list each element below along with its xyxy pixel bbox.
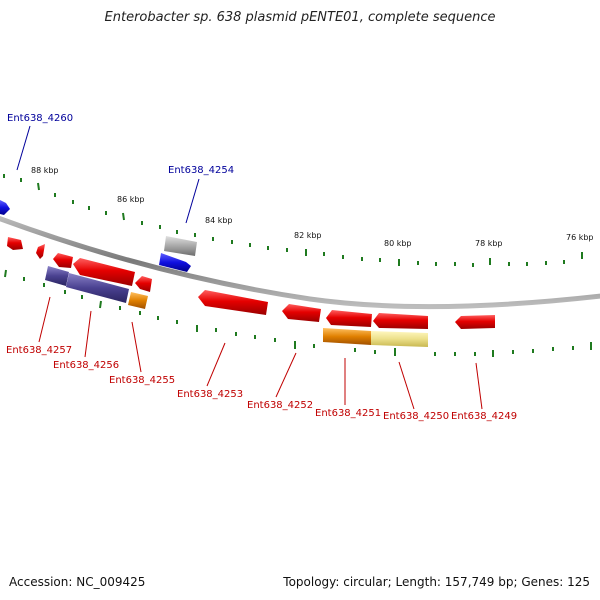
- outer-tick-ring: [3, 174, 583, 267]
- cds-red-a[interactable]: [53, 253, 73, 268]
- gene-label-ent638-4249[interactable]: Ent638_4249: [451, 411, 517, 422]
- forward-strand-features[interactable]: [0, 200, 197, 272]
- gene-label-ent638-4253[interactable]: Ent638_4253: [177, 389, 243, 400]
- cds-Ent638_4249[interactable]: [455, 315, 495, 329]
- accession-text: Accession: NC_009425: [9, 575, 146, 589]
- gene-label-ent638-4260[interactable]: Ent638_4260: [7, 113, 73, 124]
- cds-Ent638_4250[interactable]: [371, 331, 428, 347]
- cds-red-b[interactable]: [73, 258, 135, 286]
- scale-label-88: 88 kbp: [31, 166, 59, 175]
- gene-label-ent638-4254[interactable]: Ent638_4254: [168, 165, 234, 176]
- plasmid-backbone: [0, 216, 600, 310]
- topology-summary: Topology: circular; Length: 157,749 bp; …: [283, 575, 590, 589]
- cds-gray-forward[interactable]: [164, 236, 197, 256]
- reverse-strand-features[interactable]: [7, 237, 495, 347]
- scale-label-76: 76 kbp: [566, 233, 594, 242]
- gene-label-ent638-4252[interactable]: Ent638_4252: [247, 400, 313, 411]
- cds-small-red-1[interactable]: [7, 237, 23, 250]
- cds-red-d[interactable]: [326, 310, 372, 327]
- cds-red-e[interactable]: [373, 313, 428, 329]
- map-title: Enterobacter sp. 638 plasmid pENTE01, co…: [104, 10, 496, 25]
- gene-label-ent638-4250[interactable]: Ent638_4250: [383, 411, 449, 422]
- cds-Ent638_4257[interactable]: [45, 266, 69, 286]
- gene-labels: Ent638_4260 Ent638_4254 Ent638_4257 Ent6…: [6, 113, 517, 422]
- cds-Ent638_4252[interactable]: [282, 304, 321, 322]
- gene-label-ent638-4255[interactable]: Ent638_4255: [109, 375, 175, 386]
- cds-small-red-2[interactable]: [36, 244, 45, 259]
- scale-label-84: 84 kbp: [205, 216, 233, 225]
- scale-label-82: 82 kbp: [294, 231, 322, 240]
- gene-label-ent638-4257[interactable]: Ent638_4257: [6, 345, 72, 356]
- gene-label-ent638-4256[interactable]: Ent638_4256: [53, 360, 119, 371]
- scale-label-78: 78 kbp: [475, 239, 503, 248]
- cds-Ent638_4260[interactable]: [0, 200, 10, 215]
- cds-Ent638_4255[interactable]: [128, 292, 148, 309]
- scale-label-80: 80 kbp: [384, 239, 412, 248]
- inner-tick-ring: [4, 269, 592, 357]
- scale-labels: 88 kbp 86 kbp 84 kbp 82 kbp 80 kbp 78 kb…: [31, 166, 594, 248]
- cds-Ent638_4251[interactable]: [323, 328, 371, 345]
- gene-label-ent638-4251[interactable]: Ent638_4251: [315, 408, 381, 419]
- scale-label-86: 86 kbp: [117, 195, 145, 204]
- cds-Ent638_4253[interactable]: [198, 290, 268, 315]
- cds-Ent638_4256[interactable]: [66, 273, 129, 303]
- cds-red-c[interactable]: [135, 276, 152, 292]
- label-leader-lines: [16, 125, 483, 410]
- cds-Ent638_4254[interactable]: [159, 253, 191, 272]
